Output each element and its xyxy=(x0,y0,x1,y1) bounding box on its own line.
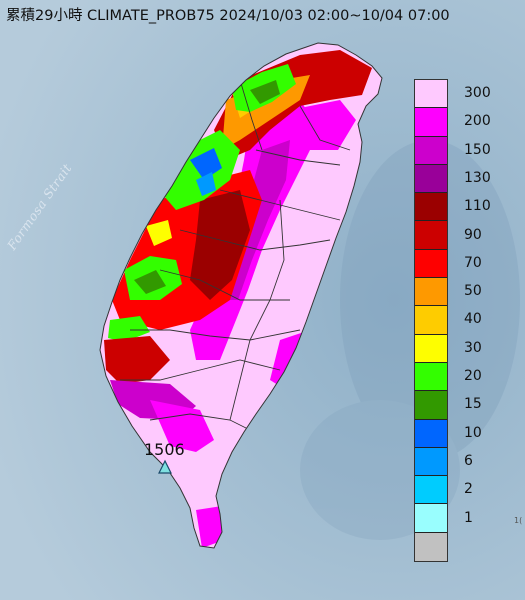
legend-swatch xyxy=(415,391,447,420)
legend-label: 10 xyxy=(464,424,482,441)
edge-mark: 1( xyxy=(514,516,523,525)
legend-swatch xyxy=(415,306,447,335)
lightblue-zone xyxy=(196,172,216,196)
legend-label: 90 xyxy=(464,226,482,243)
legend-label: 1 xyxy=(464,509,473,526)
legend-label: 20 xyxy=(464,368,482,384)
legend-label: 150 xyxy=(464,141,491,158)
darkgreen-zone-north xyxy=(250,80,280,104)
legend-label: 110 xyxy=(464,198,491,215)
red-zone-southwest xyxy=(104,336,170,384)
legend-label: 6 xyxy=(464,452,473,469)
blue-zone-central xyxy=(190,148,222,180)
legend-swatch xyxy=(415,249,447,279)
legend-label: 200 xyxy=(464,113,491,130)
darkgreen-zone-west xyxy=(134,270,166,294)
legend-colorbar xyxy=(414,79,448,563)
legend-label: 30 xyxy=(464,339,482,356)
legend-swatch xyxy=(415,80,447,109)
legend-label: 50 xyxy=(464,283,482,300)
green-zone-southwest xyxy=(108,316,150,342)
county-borders xyxy=(120,79,351,431)
map-title: 累積29小時 CLIMATE_PROB75 2024/10/03 02:00~1… xyxy=(6,8,450,24)
legend-swatch xyxy=(415,334,447,363)
legend-label: 2 xyxy=(464,481,473,498)
legend-swatch xyxy=(415,108,447,137)
legend-swatch xyxy=(415,278,447,307)
yellow-zone-west xyxy=(146,220,172,246)
rainfall-shading xyxy=(104,50,372,548)
max-station-label: 1506 xyxy=(144,440,185,459)
legend-label: 300 xyxy=(464,85,491,101)
legend-swatch xyxy=(415,532,447,562)
legend-label: 70 xyxy=(464,254,482,271)
taiwan-coastline xyxy=(99,42,383,549)
legend-label: 40 xyxy=(464,311,482,328)
taiwan-island xyxy=(99,42,383,549)
legend-swatch xyxy=(415,193,447,222)
legend-swatch xyxy=(415,362,447,392)
legend-swatch xyxy=(415,504,447,533)
legend-swatch xyxy=(415,476,447,505)
magenta-zone-tip xyxy=(196,506,224,548)
legend-swatch xyxy=(415,221,447,250)
legend-label: 130 xyxy=(464,169,491,186)
legend-swatch xyxy=(415,447,447,477)
legend-swatch xyxy=(415,164,447,194)
triangle-station-icon xyxy=(158,459,172,474)
magenta-band-north xyxy=(290,100,356,150)
dark-red-zone xyxy=(190,190,250,300)
magenta-zone-south xyxy=(150,400,214,452)
legend-swatch xyxy=(415,419,447,448)
legend-swatch xyxy=(415,136,447,165)
legend-label: 15 xyxy=(464,396,482,413)
